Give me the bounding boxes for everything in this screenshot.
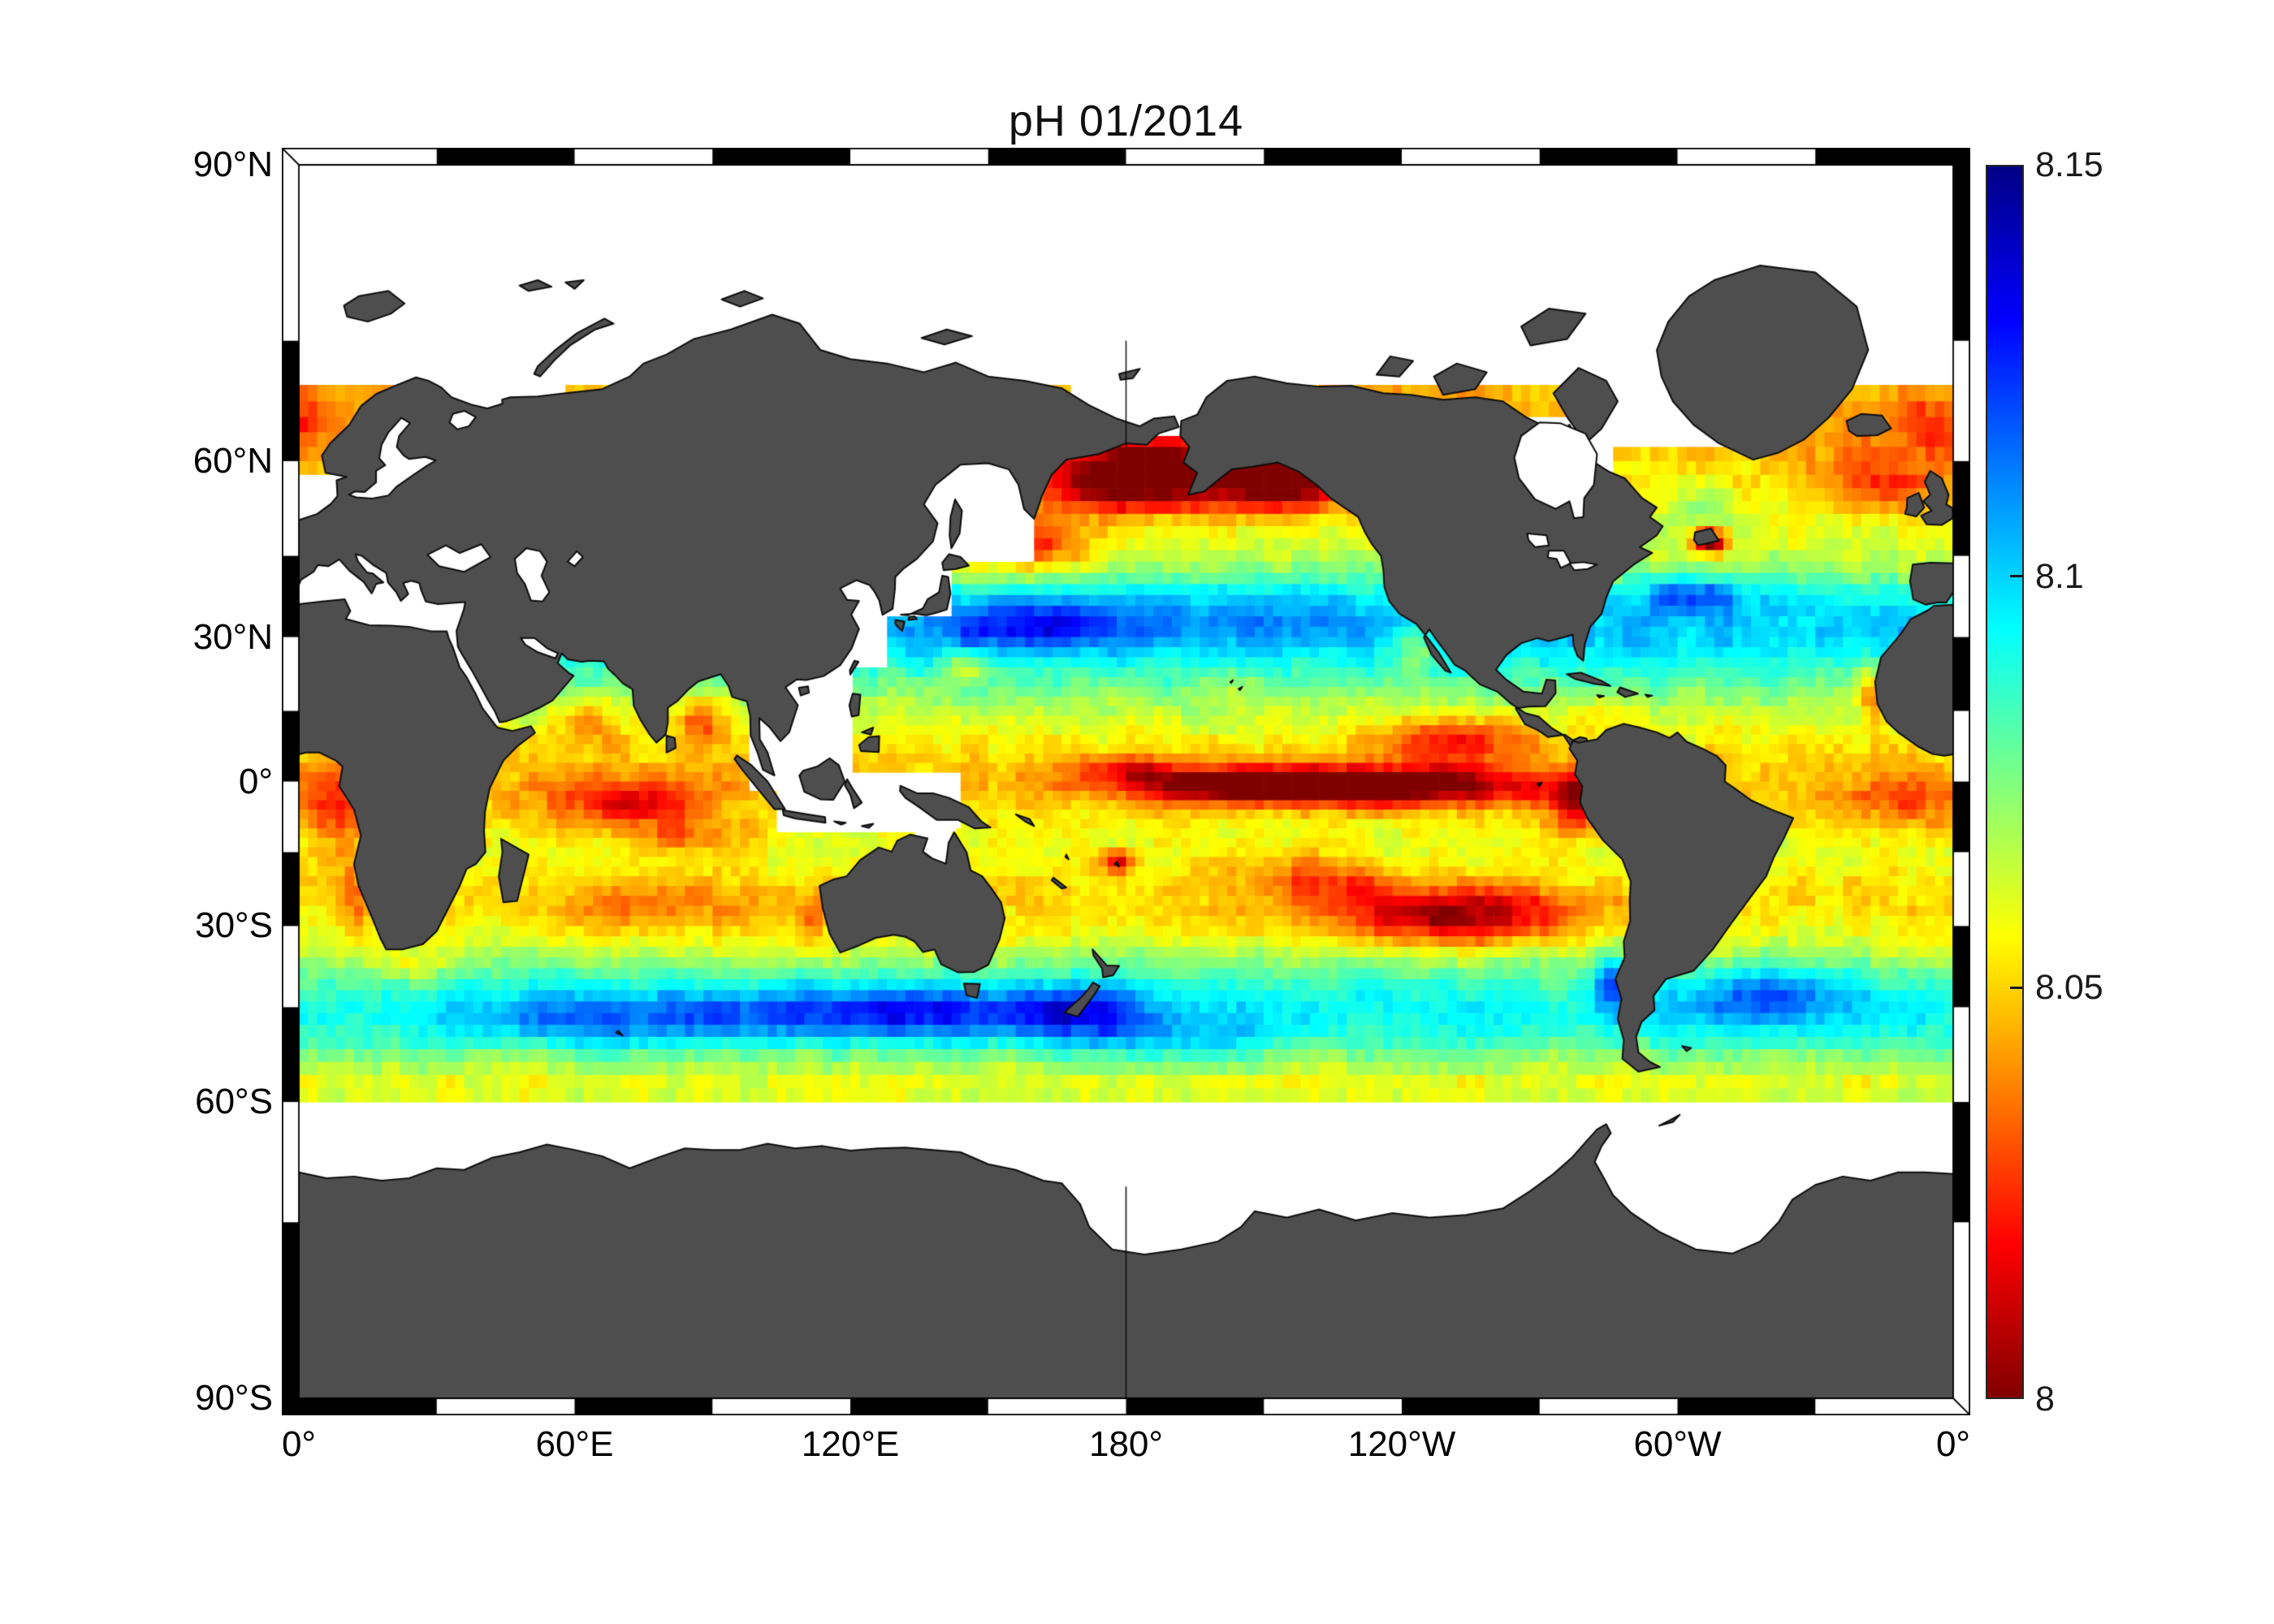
x-tick-label-0°: 0°	[1935, 1424, 1971, 1464]
colorbar-tick-mark	[2010, 986, 2022, 989]
y-tick-label-30°N: 30°N	[192, 616, 273, 657]
colorbar	[1986, 165, 2024, 1399]
chart-title: pH 01/2014	[1008, 97, 1244, 145]
colorbar-tick-label-8: 8	[2035, 1380, 2055, 1419]
x-tick-label-120°E: 120°E	[801, 1424, 900, 1464]
x-tick-label-120°W: 120°W	[1347, 1424, 1456, 1464]
y-tick-label-60°S: 60°S	[195, 1082, 273, 1122]
world-map-canvas	[282, 148, 1970, 1415]
y-tick-label-90°S: 90°S	[195, 1378, 273, 1418]
colorbar-tick-label-8.05: 8.05	[2035, 968, 2103, 1008]
y-tick-label-60°N: 60°N	[192, 440, 273, 481]
y-tick-label-90°N: 90°N	[192, 145, 273, 184]
x-tick-label-60°W: 60°W	[1633, 1424, 1722, 1464]
x-tick-label-0°: 0°	[281, 1424, 317, 1464]
colorbar-tick-mark	[2010, 575, 2022, 578]
x-tick-label-180°: 180°	[1088, 1424, 1163, 1464]
colorbar-tick-label-8.1: 8.1	[2035, 556, 2084, 596]
y-tick-label-30°S: 30°S	[195, 905, 273, 946]
y-tick-label-0°: 0°	[238, 761, 273, 801]
x-tick-label-60°E: 60°E	[535, 1424, 614, 1464]
colorbar-tick-label-8.15: 8.15	[2035, 145, 2103, 184]
